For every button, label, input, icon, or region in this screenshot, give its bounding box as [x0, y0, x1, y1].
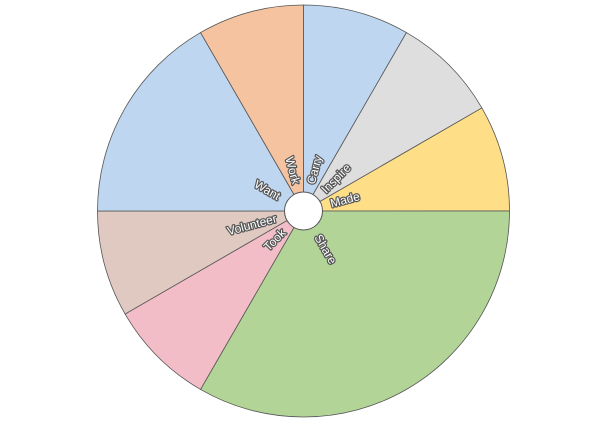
pie-slice-share — [200, 210, 510, 418]
pie-slice-carry — [303, 4, 407, 212]
pie-slice-took — [124, 210, 304, 390]
pie-slice-made — [303, 107, 510, 212]
pie-slice-volunteer — [97, 210, 304, 315]
pie-slice-inspire — [303, 32, 483, 212]
pie-slice-work — [200, 4, 304, 212]
center-hole — [284, 191, 323, 231]
pie-slice-want — [97, 32, 304, 212]
pie-slices — [97, 4, 510, 418]
